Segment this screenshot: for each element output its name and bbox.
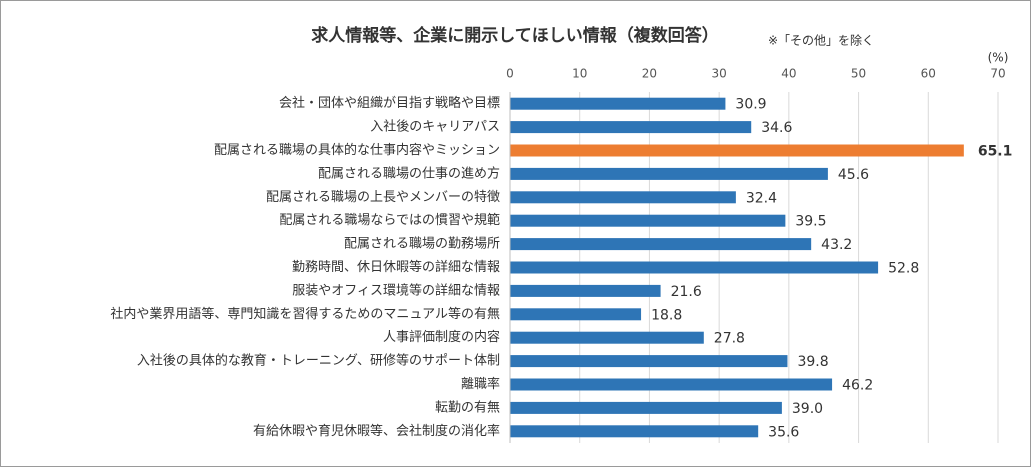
value-label: 46.2 (842, 378, 873, 394)
y-tick-label: 配属される職場の上長やメンバーの特徴 (266, 190, 500, 205)
bar (510, 308, 642, 321)
value-label: 39.5 (795, 214, 826, 230)
y-tick-label: 転勤の有無 (435, 400, 500, 415)
bar (510, 331, 704, 344)
x-tick-label: 60 (921, 67, 936, 81)
y-tick-label: 人事評価制度の内容 (383, 329, 500, 345)
y-tick-label: 社内や業界用語等、専門知識を習得するためのマニュアル等の有無 (110, 306, 500, 322)
bar (510, 121, 752, 134)
y-tick-label: 配属される職場の勤務場所 (344, 237, 500, 252)
value-label: 27.8 (714, 331, 745, 347)
bar (510, 191, 736, 204)
y-tick-label: 配属される職場ならではの慣習や規範 (279, 212, 500, 228)
x-tick-label: 40 (781, 67, 796, 81)
y-tick-label: 服装やオフィス環境等の詳細な情報 (292, 282, 500, 298)
y-tick-label: 有給休暇や育児休暇等、会社制度の消化率 (253, 423, 500, 439)
bar (510, 167, 828, 180)
bar (510, 425, 759, 438)
value-label: 21.6 (671, 284, 702, 300)
y-tick-label: 勤務時間、休日休暇等の詳細な情報 (292, 259, 500, 275)
bar (510, 284, 661, 297)
bar (510, 97, 726, 110)
bar (510, 378, 833, 391)
value-label: 45.6 (838, 167, 869, 183)
bar (510, 238, 812, 251)
x-tick-label: 20 (642, 67, 657, 81)
value-label: 43.2 (821, 237, 852, 253)
bar (510, 144, 964, 157)
unit-label: (%) (988, 51, 1009, 65)
chart-title: 求人情報等、企業に開示してほしい情報（複数回答） (311, 25, 719, 46)
y-tick-label: 入社後の具体的な教育・トレーニング、研修等のサポート体制 (137, 353, 500, 369)
value-label: 35.6 (768, 424, 799, 440)
value-label: 65.1 (978, 144, 1013, 160)
value-label: 30.9 (735, 97, 766, 113)
y-tick-label: 配属される職場の仕事の進め方 (318, 165, 500, 181)
bar (510, 261, 879, 274)
x-tick-label: 30 (712, 67, 727, 81)
y-tick-label: 離職率 (461, 376, 500, 392)
value-label: 32.4 (746, 190, 777, 206)
x-tick-label: 70 (990, 67, 1005, 81)
chart-subtitle: ※「その他」を除く (768, 33, 874, 48)
bar (510, 355, 788, 368)
x-tick-label: 50 (851, 67, 866, 81)
value-label: 39.0 (792, 401, 823, 417)
value-label: 18.8 (651, 307, 682, 323)
value-label: 52.8 (888, 261, 919, 277)
y-tick-label: 入社後のキャリアパス (370, 119, 500, 135)
y-tick-label: 会社・団体や組織が目指す戦略や目標 (279, 95, 500, 111)
y-tick-label: 配属される職場の具体的な仕事内容やミッション (214, 142, 500, 158)
x-tick-label: 10 (572, 67, 587, 81)
bar (510, 214, 786, 227)
x-tick-label: 0 (506, 67, 514, 81)
value-label: 34.6 (761, 120, 792, 136)
value-label: 39.8 (797, 354, 828, 370)
bar (510, 401, 782, 414)
